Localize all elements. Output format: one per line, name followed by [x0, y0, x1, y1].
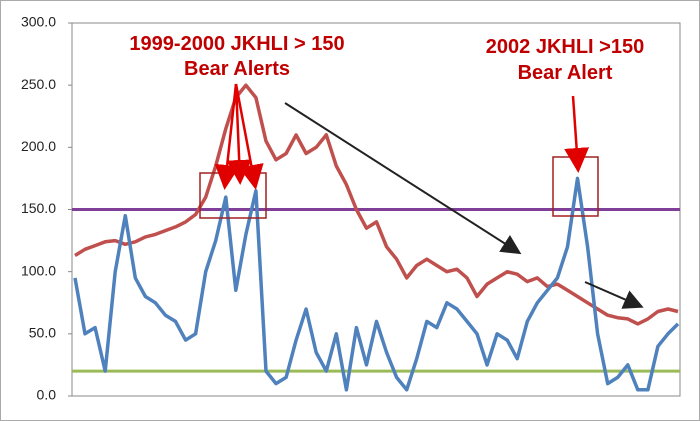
series-line	[74, 83, 679, 326]
annotation: Bear Alerts	[184, 58, 290, 80]
y-tick-label: 250.0	[21, 76, 56, 92]
y-tick-label: 100.0	[21, 262, 56, 278]
series-line	[73, 176, 680, 392]
annotation: Bear Alert	[518, 62, 613, 84]
annotation: 1999-2000 JKHLI > 150	[129, 33, 344, 55]
y-tick-label: 0.0	[37, 387, 57, 403]
annotation: 2002 JKHLI >150	[486, 36, 644, 58]
y-tick-label: 200.0	[21, 138, 56, 154]
y-tick-label: 150.0	[21, 200, 56, 216]
annotation-shapes	[199, 83, 644, 309]
y-tick-label: 300.0	[21, 14, 56, 30]
y-tick-label: 50.0	[29, 325, 56, 341]
